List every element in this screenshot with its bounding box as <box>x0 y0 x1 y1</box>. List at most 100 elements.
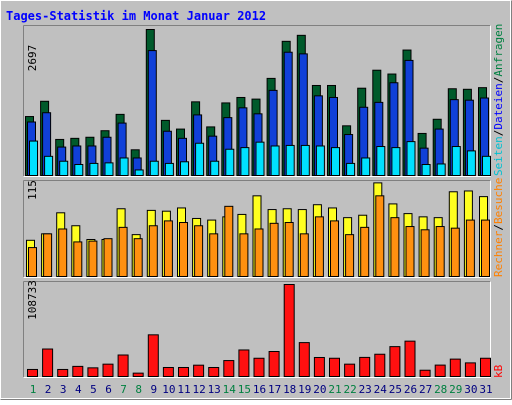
bar-rechner-day-4 <box>73 241 83 277</box>
bar-rechner-day-19 <box>299 233 309 277</box>
bar-rechner-day-28 <box>435 226 445 277</box>
bar-seiten-day-21 <box>331 147 340 177</box>
y-max-label-hits: 2697 <box>26 45 39 72</box>
day-label: 20 <box>313 383 326 396</box>
bar-rechner-day-14 <box>224 205 234 277</box>
day-label: 31 <box>479 383 492 396</box>
day-label: 5 <box>90 383 97 396</box>
bar-seiten-day-4 <box>74 164 84 176</box>
bar-rechner-day-25 <box>390 217 400 278</box>
bar-kb-day-21 <box>329 357 340 378</box>
bar-seiten-day-14 <box>225 148 235 176</box>
day-label: 6 <box>105 383 112 396</box>
bar-rechner-day-6 <box>103 238 113 277</box>
bar-seiten-day-19 <box>300 144 310 176</box>
bar-kb-day-14 <box>223 360 235 378</box>
bar-kb-day-13 <box>208 366 220 378</box>
bar-kb-day-3 <box>57 368 69 377</box>
legend-slash: / <box>492 224 505 231</box>
bar-rechner-day-27 <box>420 229 430 277</box>
bar-seiten-day-7 <box>119 157 129 176</box>
bar-seiten-day-17 <box>270 145 280 177</box>
legend-slash: / <box>492 77 505 84</box>
bar-rechner-day-7 <box>118 226 128 277</box>
bar-seiten-day-13 <box>210 160 220 177</box>
bar-rechner-day-13 <box>209 233 219 277</box>
bar-seiten-day-12 <box>195 142 205 177</box>
day-label: 23 <box>359 383 372 396</box>
bar-rechner-day-12 <box>194 225 204 278</box>
y-max-labels: 2697 115 108733 <box>26 45 39 320</box>
bar-kb-day-27 <box>419 369 431 377</box>
bar-rechner-day-15 <box>239 233 249 277</box>
bar-kb-day-1 <box>27 368 38 377</box>
bar-rechner-day-24 <box>375 195 385 277</box>
svg-text:Rechner/Besuche: Rechner/Besuche <box>492 178 505 277</box>
bar-kb-day-24 <box>374 353 386 378</box>
bar-seiten-day-1 <box>29 140 38 176</box>
bar-kb-day-7 <box>117 354 129 378</box>
bar-kb-day-25 <box>389 346 401 377</box>
bar-rechner-day-10 <box>163 220 173 278</box>
day-label: 16 <box>253 383 266 396</box>
day-label: 22 <box>343 383 356 396</box>
day-label: 9 <box>150 383 157 396</box>
bar-rechner-day-18 <box>284 222 294 277</box>
bar-kb-day-18 <box>283 284 295 377</box>
bar-seiten-day-23 <box>361 157 371 176</box>
bar-seiten-day-16 <box>255 141 265 177</box>
legend-hits-files-pages: Seiten/Dateien/Anfragen <box>492 24 505 176</box>
bar-rechner-day-20 <box>314 216 324 277</box>
bar-rechner-day-5 <box>88 240 98 277</box>
legend-dateien: Dateien <box>492 83 505 129</box>
bar-rechner-day-31 <box>481 219 490 278</box>
day-label: 3 <box>60 383 67 396</box>
bar-kb-day-4 <box>72 365 84 377</box>
bar-rechner-day-1 <box>28 247 37 278</box>
day-label: 15 <box>238 383 251 396</box>
bar-kb-day-15 <box>238 349 250 377</box>
legend-kb-label: kB <box>492 364 505 378</box>
legend-kb: kB <box>492 364 505 378</box>
day-label: 25 <box>389 383 402 396</box>
bar-rechner-day-3 <box>58 228 68 277</box>
bar-kb-day-10 <box>162 366 174 378</box>
bar-kb-day-12 <box>193 364 205 378</box>
bar-kb-day-2 <box>42 348 54 378</box>
svg-text:Seiten/Dateien/Anfragen: Seiten/Dateien/Anfragen <box>492 24 505 176</box>
bar-kb-day-22 <box>344 363 356 378</box>
bar-seiten-day-27 <box>421 164 431 176</box>
bar-dateien-day-9 <box>147 50 157 176</box>
bar-kb-day-28 <box>434 364 446 377</box>
day-label: 14 <box>223 383 237 396</box>
day-label: 30 <box>464 383 477 396</box>
legend-slash: / <box>492 130 505 137</box>
bar-kb-day-29 <box>449 358 461 378</box>
bar-kb-day-20 <box>313 356 325 378</box>
day-label: 24 <box>374 383 388 396</box>
bar-rechner-day-9 <box>148 225 158 278</box>
bars-layer <box>25 29 491 378</box>
bar-seiten-day-29 <box>451 146 461 176</box>
bar-seiten-day-30 <box>466 150 476 176</box>
bar-seiten-day-6 <box>104 162 114 176</box>
x-axis-day-labels: 1 2 3 4 5 6 7 8 9 10 11 12 13 14 15 16 17 18 19 20 21 22 23 24 2… <box>30 383 493 396</box>
bar-kb-day-17 <box>268 350 280 377</box>
bar-rechner-day-2 <box>43 233 53 277</box>
bar-seiten-day-2 <box>44 155 54 176</box>
bar-rechner-day-11 <box>179 222 188 277</box>
bar-seiten-day-26 <box>406 141 416 176</box>
bar-rechner-day-26 <box>405 226 415 277</box>
bar-rechner-day-17 <box>269 222 279 278</box>
bar-seiten-day-8 <box>134 169 144 176</box>
day-label: 7 <box>120 383 127 396</box>
day-label: 17 <box>268 383 281 396</box>
bar-kb-day-30 <box>464 362 476 378</box>
bar-kb-day-16 <box>253 357 265 378</box>
bar-rechner-day-30 <box>465 219 475 278</box>
bar-seiten-day-10 <box>164 162 174 176</box>
legend-besuche: Besuche <box>492 178 505 224</box>
bar-seiten-day-20 <box>315 145 325 177</box>
